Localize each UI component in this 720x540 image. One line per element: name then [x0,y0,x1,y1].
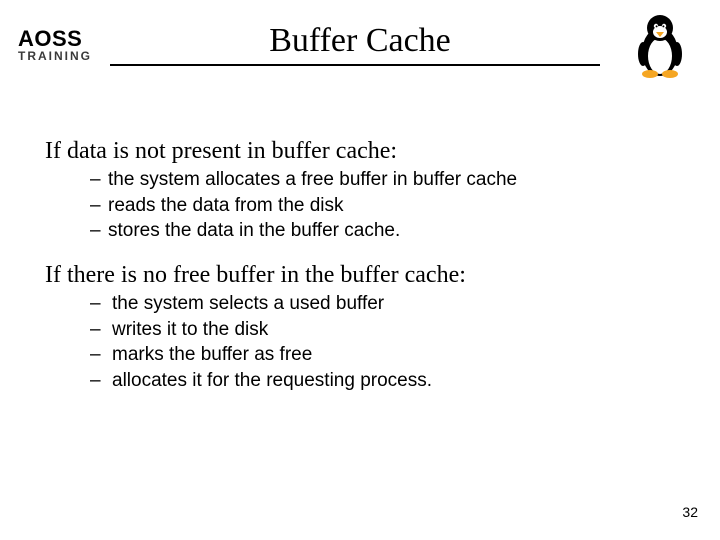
list-item: stores the data in the buffer cache. [90,218,680,244]
list-item: allocates it for the requesting process. [90,368,680,394]
list-item: the system selects a used buffer [90,291,680,317]
section-heading: If data is not present in buffer cache: [45,138,680,165]
page-number: 32 [682,504,698,520]
list-item: the system allocates a free buffer in bu… [90,167,680,193]
list-item: writes it to the disk [90,317,680,343]
slide-title: Buffer Cache [0,22,720,60]
slide-body: If data is not present in buffer cache: … [0,90,720,393]
header-rule [110,64,600,66]
section-heading: If there is no free buffer in the buffer… [45,262,680,289]
bullet-list: the system selects a used buffer writes … [45,291,680,394]
penguin-icon [630,10,690,80]
list-item: reads the data from the disk [90,193,680,219]
list-item: marks the buffer as free [90,342,680,368]
bullet-list: the system allocates a free buffer in bu… [45,167,680,244]
slide-header: AOSS TRAINING Buffer Cache [0,0,720,90]
